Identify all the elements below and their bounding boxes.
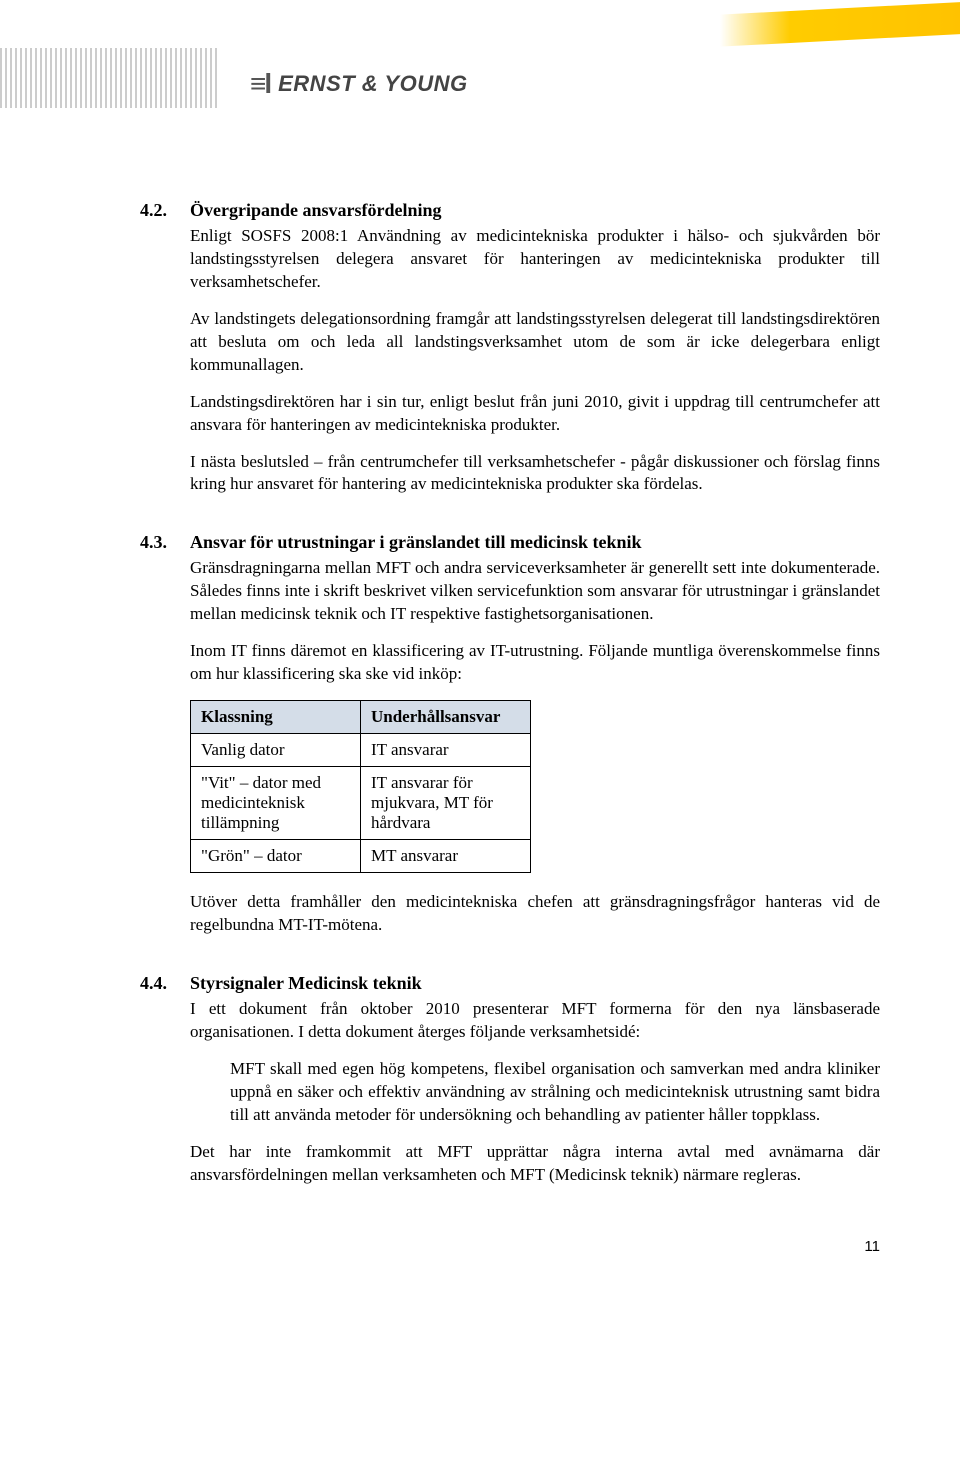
section-title: Övergripande ansvarsfördelning xyxy=(190,200,442,221)
table-row: "Grön" – dator MT ansvarar xyxy=(191,840,531,873)
table-row: Vanlig dator IT ansvarar xyxy=(191,734,531,767)
page-header-graphic: ≡l ERNST & YOUNG xyxy=(0,0,960,140)
section-number: 4.4. xyxy=(140,973,178,994)
decorative-beam xyxy=(720,0,960,47)
decorative-barcode xyxy=(0,48,220,108)
table-header-cell: Klassning xyxy=(191,701,361,734)
section-body: Gränsdragningarna mellan MFT och andra s… xyxy=(190,557,880,937)
section-42: 4.2. Övergripande ansvarsfördelning Enli… xyxy=(140,200,880,496)
section-heading: 4.3. Ansvar för utrustningar i gränsland… xyxy=(140,532,880,553)
table-cell: "Vit" – dator med medicinteknisk tillämp… xyxy=(191,767,361,840)
logo-text: ERNST & YOUNG xyxy=(278,71,467,97)
section-44: 4.4. Styrsignaler Medicinsk teknik I ett… xyxy=(140,973,880,1187)
logo-mark-icon: ≡l xyxy=(250,68,270,100)
company-logo: ≡l ERNST & YOUNG xyxy=(250,68,468,100)
table-cell: Vanlig dator xyxy=(191,734,361,767)
paragraph: Landstingsdirektören har i sin tur, enli… xyxy=(190,391,880,437)
table-cell: IT ansvarar xyxy=(361,734,531,767)
indented-quote: MFT skall med egen hög kompetens, flexib… xyxy=(230,1058,880,1127)
section-heading: 4.2. Övergripande ansvarsfördelning xyxy=(140,200,880,221)
page-number: 11 xyxy=(864,1238,880,1255)
section-heading: 4.4. Styrsignaler Medicinsk teknik xyxy=(140,973,880,994)
section-body: I ett dokument från oktober 2010 present… xyxy=(190,998,880,1187)
paragraph: Enligt SOSFS 2008:1 Användning av medici… xyxy=(190,225,880,294)
paragraph: Gränsdragningarna mellan MFT och andra s… xyxy=(190,557,880,626)
section-title: Ansvar för utrustningar i gränslandet ti… xyxy=(190,532,642,553)
table-cell: "Grön" – dator xyxy=(191,840,361,873)
table-cell: MT ansvarar xyxy=(361,840,531,873)
section-number: 4.2. xyxy=(140,200,178,221)
paragraph: Det har inte framkommit att MFT upprätta… xyxy=(190,1141,880,1187)
paragraph: I ett dokument från oktober 2010 present… xyxy=(190,998,880,1044)
table-header-row: Klassning Underhållsansvar xyxy=(191,701,531,734)
section-body: Enligt SOSFS 2008:1 Användning av medici… xyxy=(190,225,880,496)
table-row: "Vit" – dator med medicinteknisk tillämp… xyxy=(191,767,531,840)
section-title: Styrsignaler Medicinsk teknik xyxy=(190,973,422,994)
paragraph: Utöver detta framhåller den medicintekni… xyxy=(190,891,880,937)
table-cell: IT ansvarar för mjukvara, MT för hårdvar… xyxy=(361,767,531,840)
page-content: 4.2. Övergripande ansvarsfördelning Enli… xyxy=(140,200,880,1187)
table-header-cell: Underhållsansvar xyxy=(361,701,531,734)
document-page: ≡l ERNST & YOUNG 4.2. Övergripande ansva… xyxy=(0,0,960,1283)
paragraph: I nästa beslutsled – från centrumchefer … xyxy=(190,451,880,497)
section-number: 4.3. xyxy=(140,532,178,553)
paragraph: Av landstingets delegationsordning framg… xyxy=(190,308,880,377)
paragraph: Inom IT finns däremot en klassificering … xyxy=(190,640,880,686)
section-43: 4.3. Ansvar för utrustningar i gränsland… xyxy=(140,532,880,937)
classification-table: Klassning Underhållsansvar Vanlig dator … xyxy=(190,700,531,873)
